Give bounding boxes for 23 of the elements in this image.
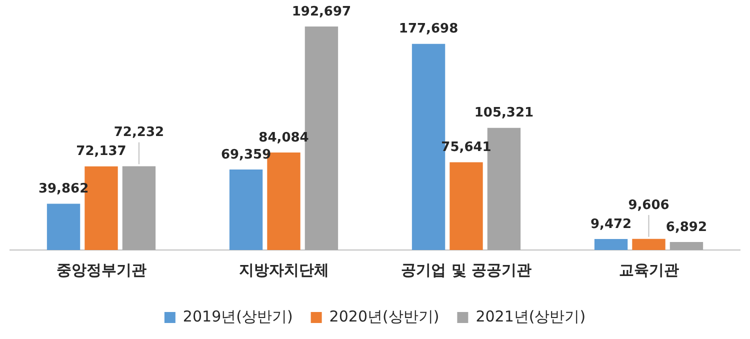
data-label: 72,137	[76, 144, 126, 160]
bar	[670, 242, 704, 250]
bar	[594, 239, 628, 250]
data-label: 192,697	[292, 4, 352, 20]
legend-label: 2020년(상반기)	[329, 307, 440, 326]
data-label: 84,084	[258, 130, 309, 146]
legend-label: 2019년(상반기)	[182, 307, 293, 326]
data-label: 105,321	[474, 106, 534, 121]
data-label: 9,472	[590, 216, 632, 232]
data-label: 177,698	[398, 22, 458, 37]
x-tick-label: 공기업 및 공공기관	[401, 260, 532, 279]
data-label: 6,892	[666, 220, 708, 235]
data-label: 72,232	[114, 125, 164, 140]
bar	[229, 170, 263, 250]
x-tick-label: 중앙정부기관	[56, 260, 146, 279]
legend-label: 2021년(상반기)	[476, 307, 586, 326]
bar	[450, 162, 483, 250]
bar	[46, 204, 80, 250]
x-tick-label: 지방자치단체	[238, 260, 329, 279]
bar	[122, 166, 156, 250]
bar	[632, 238, 666, 250]
x-tick-label: 교육기관	[618, 260, 679, 279]
data-label: 9,606	[628, 198, 670, 213]
